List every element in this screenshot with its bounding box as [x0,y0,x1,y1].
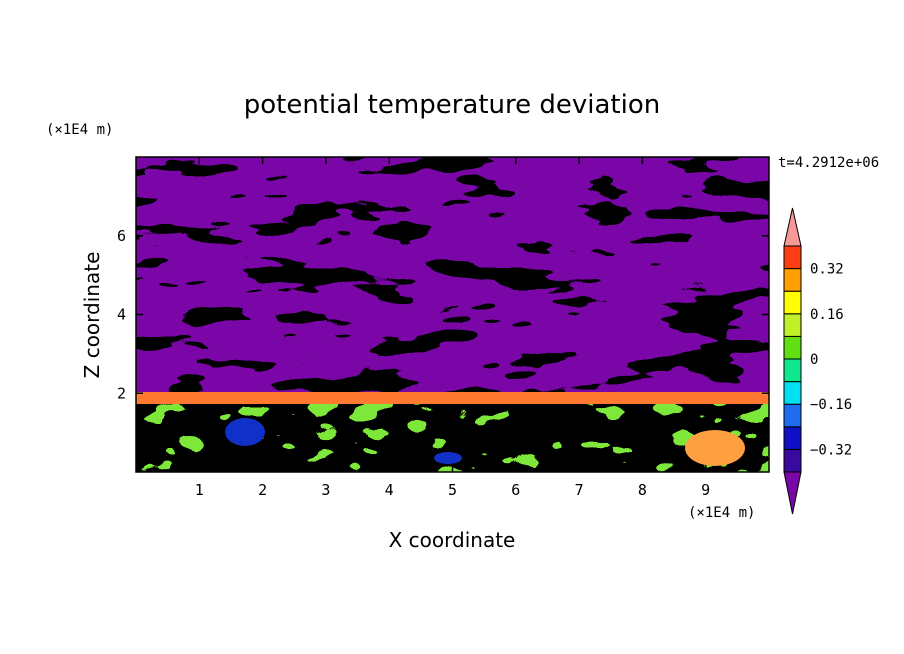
orange-patch [685,430,745,466]
x-tick-label: 5 [448,481,457,499]
x-tick-label: 9 [701,481,710,499]
colorbar-box [783,403,802,428]
x-tick-label: 1 [195,481,204,499]
y-tick-label: 2 [117,384,126,402]
x-tick-label: 3 [321,481,330,499]
colorbar-max-triangle [783,207,802,247]
blue-eddy-2 [434,452,462,464]
x-tick-label: 4 [385,481,394,499]
colorbar-label: −0.32 [810,442,852,458]
blue-eddy-1 [225,418,265,446]
colorbar-box [783,290,802,315]
chart-title: potential temperature deviation [244,90,660,120]
x-tick-label: 2 [258,481,267,499]
colorbar-box [783,448,802,473]
colorbar: 0.32 0.16 0 −0.16 −0.32 [783,207,852,515]
colorbar-box [783,381,802,405]
upper-layer-pink-streaks [136,157,769,392]
x-tick-label: 7 [575,481,584,499]
y-axis-unit: (×1E4 m) [46,122,113,138]
colorbar-min-triangle [783,471,802,515]
colorbar-box [783,268,802,292]
colorbar-box [783,426,802,450]
colorbar-label: 0 [810,352,818,368]
colorbar-label: −0.16 [810,397,852,413]
x-tick-label: 6 [511,481,520,499]
x-axis-ticks: 1 2 3 4 5 6 7 8 9 [195,157,710,499]
colorbar-label: 0.16 [810,307,844,323]
x-axis-unit: (×1E4 m) [688,505,755,521]
time-label: t=4.2912e+06 [778,155,879,171]
colorbar-box [783,245,802,270]
y-axis-ticks: 2 4 6 [117,227,769,402]
y-axis-label: Z coordinate [80,252,104,379]
plot-field [136,157,769,472]
x-axis-label: X coordinate [389,528,516,552]
transition-band [136,392,769,404]
y-tick-label: 4 [117,306,126,324]
x-tick-label: 8 [638,481,647,499]
colorbar-box [783,335,802,360]
colorbar-label: 0.32 [810,262,844,278]
colorbar-box [783,313,802,337]
y-tick-label: 6 [117,227,126,245]
colorbar-box [783,358,802,383]
